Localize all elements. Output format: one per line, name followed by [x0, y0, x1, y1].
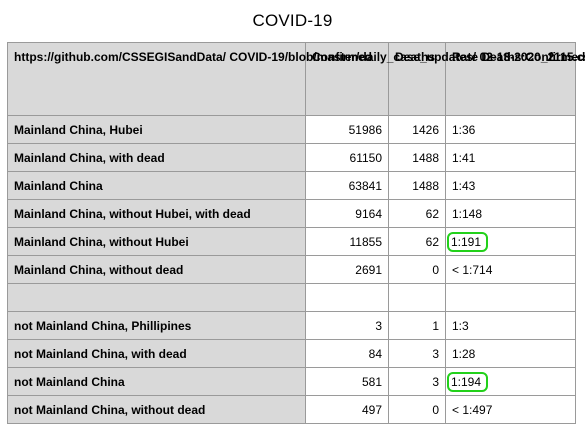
rate-cell: 1:43 [445, 171, 576, 200]
rate-cell: 1:36 [445, 115, 576, 144]
rate-cell: 1:41 [445, 143, 576, 172]
rate-cell: 1:194 [445, 367, 576, 396]
table-row: not Mainland China 581 3 1:194 [7, 367, 576, 396]
table-row: Mainland China, without dead 2691 0 < 1:714 [7, 255, 576, 284]
row-label [7, 283, 306, 312]
deaths-cell [388, 283, 446, 312]
covid-table: https://github.com/CSSEGISandData/ COVID… [7, 42, 585, 424]
row-label: Mainland China, without Hubei, with dead [7, 199, 306, 228]
rate-cell: 1:3 [445, 311, 576, 340]
deaths-cell: 3 [388, 339, 446, 368]
confirmed-cell: 581 [305, 367, 389, 396]
confirmed-cell: 9164 [305, 199, 389, 228]
highlighted-rate: 1:194 [447, 371, 489, 392]
confirmed-cell: 61150 [305, 143, 389, 172]
rate-cell: < 1:497 [445, 395, 576, 424]
rate-cell: 1:148 [445, 199, 576, 228]
row-label: Mainland China, Hubei [7, 115, 306, 144]
confirmed-cell [305, 283, 389, 312]
deaths-cell: 1488 [388, 171, 446, 200]
deaths-cell: 0 [388, 395, 446, 424]
row-label: not Mainland China, with dead [7, 339, 306, 368]
rate-cell: < 1:714 [445, 255, 576, 284]
rate-cell: 1:28 [445, 339, 576, 368]
confirmed-cell: 497 [305, 395, 389, 424]
source-url-header: https://github.com/CSSEGISandData/ COVID… [7, 42, 585, 116]
deaths-cell: 62 [388, 227, 446, 256]
table-row [7, 283, 576, 312]
row-label: not Mainland China [7, 367, 306, 396]
row-label: Mainland China [7, 171, 306, 200]
confirmed-cell: 84 [305, 339, 389, 368]
table-row: not Mainland China, with dead 84 3 1:28 [7, 339, 576, 368]
confirmed-cell: 63841 [305, 171, 389, 200]
highlighted-rate: 1:191 [447, 231, 489, 252]
page-title: COVID-19 [252, 11, 333, 30]
table-row: Mainland China, without Hubei 11855 62 1:19… [7, 227, 576, 256]
table-row: not Mainland China, without dead 497 0 < 1:… [7, 395, 576, 424]
table-row: not Mainland China, Phillipines 3 1 1:3 [7, 311, 576, 340]
rate-cell [445, 283, 576, 312]
confirmed-cell: 2691 [305, 255, 389, 284]
deaths-cell: 1 [388, 311, 446, 340]
row-label: not Mainland China, without dead [7, 395, 306, 424]
deaths-cell: 3 [388, 367, 446, 396]
table-row: Mainland China 63841 1488 1:43 [7, 171, 576, 200]
table-row: Mainland China, with dead 61150 1488 1:41 [7, 143, 576, 172]
confirmed-header: Confirmed [305, 42, 389, 116]
row-label: Mainland China, with dead [7, 143, 306, 172]
deaths-cell: 62 [388, 199, 446, 228]
row-label: Mainland China, without Hubei [7, 227, 306, 256]
table-row: Mainland China, Hubei 51986 1426 1:36 [7, 115, 576, 144]
table-body: Mainland China, Hubei 51986 1426 1:36 Mainla… [7, 115, 576, 424]
row-label: not Mainland China, Phillipines [7, 311, 306, 340]
rate-cell: 1:191 [445, 227, 576, 256]
confirmed-cell: 3 [305, 311, 389, 340]
deaths-cell: 0 [388, 255, 446, 284]
deaths-cell: 1426 [388, 115, 446, 144]
rate-header: Rate Deaths:Confirmed [445, 42, 585, 116]
row-label: Mainland China, without dead [7, 255, 306, 284]
confirmed-cell: 51986 [305, 115, 389, 144]
confirmed-cell: 11855 [305, 227, 389, 256]
table-row: Mainland China, without Hubei, with dead… [7, 199, 576, 228]
deaths-cell: 1488 [388, 143, 446, 172]
table-header-row: https://github.com/CSSEGISandData/ COVID… [7, 42, 585, 116]
